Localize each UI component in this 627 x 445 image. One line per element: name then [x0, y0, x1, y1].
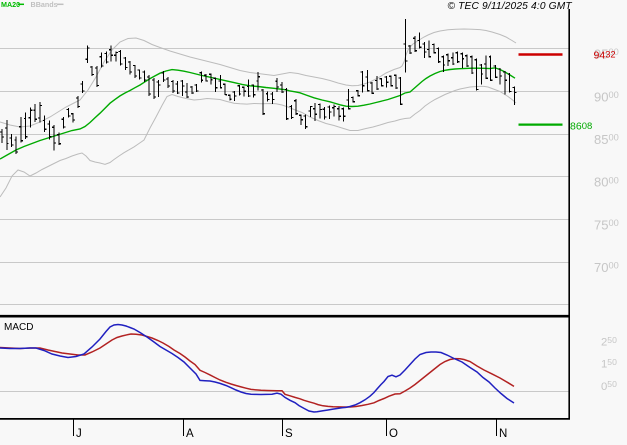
- svg-text:O: O: [389, 428, 398, 440]
- svg-text:© TEC 9/11/2025 4:0 GMT: © TEC 9/11/2025 4:0 GMT: [448, 1, 573, 12]
- svg-text:A: A: [186, 428, 194, 440]
- svg-text:MA20: MA20: [1, 0, 20, 9]
- svg-text:BBands: BBands: [31, 0, 58, 9]
- svg-text:N: N: [499, 428, 507, 440]
- svg-text:MACD: MACD: [4, 322, 33, 333]
- svg-text:8608: 8608: [570, 121, 592, 133]
- svg-text:S: S: [285, 428, 293, 440]
- svg-text:J: J: [76, 428, 82, 440]
- svg-text:9432: 9432: [594, 50, 616, 62]
